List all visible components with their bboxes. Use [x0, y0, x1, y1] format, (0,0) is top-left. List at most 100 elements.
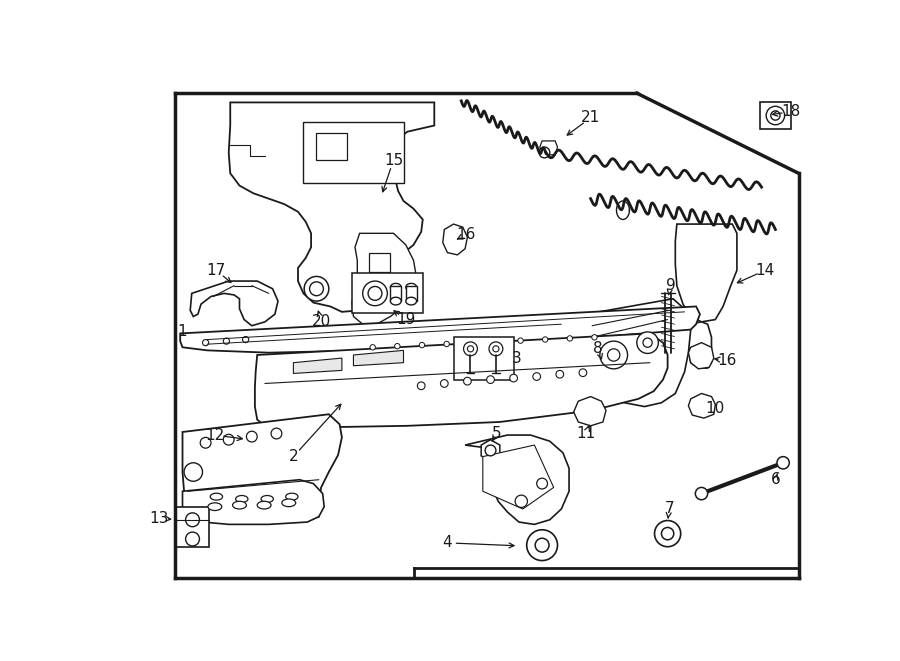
- Text: 17: 17: [207, 263, 226, 278]
- Polygon shape: [354, 350, 403, 366]
- Text: 4: 4: [443, 535, 452, 551]
- Circle shape: [533, 373, 541, 380]
- Ellipse shape: [261, 496, 274, 502]
- Text: 10: 10: [706, 401, 725, 416]
- Circle shape: [536, 478, 547, 489]
- Circle shape: [202, 340, 209, 346]
- Circle shape: [770, 111, 780, 120]
- Text: 1: 1: [177, 325, 187, 339]
- Polygon shape: [675, 224, 737, 322]
- Circle shape: [493, 339, 499, 344]
- Circle shape: [418, 382, 425, 389]
- Text: 2: 2: [289, 449, 298, 464]
- Circle shape: [185, 532, 200, 546]
- Circle shape: [515, 495, 527, 508]
- Circle shape: [310, 282, 323, 295]
- Text: 19: 19: [396, 312, 416, 327]
- Text: 5: 5: [492, 426, 501, 441]
- Circle shape: [579, 369, 587, 377]
- Circle shape: [200, 438, 211, 448]
- Bar: [317, 134, 347, 160]
- Polygon shape: [180, 307, 700, 353]
- Polygon shape: [352, 233, 417, 324]
- Text: 8: 8: [593, 341, 603, 356]
- Circle shape: [518, 338, 523, 343]
- Polygon shape: [573, 397, 606, 426]
- Text: 20: 20: [311, 315, 330, 329]
- Text: 18: 18: [781, 104, 800, 119]
- Circle shape: [536, 538, 549, 552]
- Text: 3: 3: [512, 350, 522, 366]
- Polygon shape: [571, 299, 690, 407]
- Bar: [303, 122, 403, 183]
- Circle shape: [370, 344, 375, 350]
- Polygon shape: [229, 102, 435, 312]
- Circle shape: [304, 276, 328, 301]
- Ellipse shape: [232, 501, 247, 509]
- Circle shape: [608, 349, 620, 361]
- Text: 13: 13: [149, 511, 169, 525]
- Circle shape: [526, 529, 557, 561]
- Polygon shape: [293, 358, 342, 373]
- Text: 16: 16: [717, 353, 736, 368]
- Ellipse shape: [406, 297, 417, 305]
- Circle shape: [444, 341, 449, 346]
- Ellipse shape: [211, 493, 222, 500]
- Polygon shape: [190, 281, 278, 326]
- Polygon shape: [688, 393, 716, 418]
- Text: 15: 15: [384, 153, 403, 168]
- Circle shape: [440, 379, 448, 387]
- Bar: [369, 253, 391, 272]
- Text: 12: 12: [205, 428, 224, 443]
- Text: 9: 9: [666, 278, 676, 293]
- Polygon shape: [183, 414, 342, 520]
- Polygon shape: [482, 445, 554, 509]
- Polygon shape: [443, 224, 467, 255]
- Circle shape: [363, 281, 387, 305]
- Bar: [454, 337, 514, 380]
- Circle shape: [643, 338, 652, 347]
- Circle shape: [662, 527, 674, 540]
- Circle shape: [493, 346, 499, 352]
- Bar: [352, 274, 423, 313]
- Polygon shape: [688, 342, 714, 369]
- Bar: [176, 507, 209, 547]
- Polygon shape: [255, 333, 668, 428]
- Circle shape: [637, 332, 659, 354]
- Ellipse shape: [285, 493, 298, 500]
- Circle shape: [464, 377, 472, 385]
- Text: 6: 6: [770, 472, 780, 487]
- Circle shape: [487, 375, 494, 383]
- Polygon shape: [659, 345, 676, 356]
- Polygon shape: [183, 480, 324, 524]
- Ellipse shape: [257, 501, 271, 509]
- Bar: [406, 286, 417, 301]
- Circle shape: [419, 342, 425, 348]
- Circle shape: [467, 346, 473, 352]
- Circle shape: [543, 337, 548, 342]
- Circle shape: [469, 340, 474, 346]
- Circle shape: [271, 428, 282, 439]
- Text: 16: 16: [456, 227, 475, 243]
- Circle shape: [556, 370, 563, 378]
- Polygon shape: [465, 435, 569, 524]
- Circle shape: [654, 520, 680, 547]
- Circle shape: [539, 147, 550, 158]
- Ellipse shape: [236, 496, 248, 502]
- Circle shape: [247, 431, 257, 442]
- Circle shape: [599, 341, 627, 369]
- Bar: [760, 102, 791, 130]
- Circle shape: [223, 434, 234, 445]
- Circle shape: [766, 106, 785, 125]
- Circle shape: [464, 342, 477, 356]
- Circle shape: [184, 463, 202, 481]
- Circle shape: [368, 286, 382, 300]
- Text: 14: 14: [756, 263, 775, 278]
- Ellipse shape: [391, 284, 401, 291]
- Circle shape: [223, 338, 230, 344]
- Circle shape: [394, 344, 400, 349]
- Circle shape: [509, 374, 518, 382]
- Polygon shape: [688, 322, 712, 368]
- Circle shape: [485, 445, 496, 456]
- Circle shape: [567, 336, 572, 341]
